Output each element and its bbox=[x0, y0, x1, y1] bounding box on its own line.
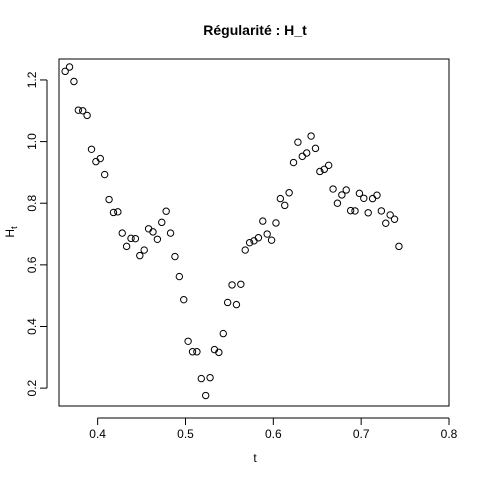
data-point bbox=[311, 144, 320, 153]
data-point bbox=[285, 189, 293, 197]
y-axis-label-subscript: t bbox=[9, 226, 19, 229]
data-point bbox=[232, 300, 241, 309]
y-axis-label-main: H bbox=[3, 229, 17, 238]
data-point bbox=[223, 298, 232, 307]
data-point bbox=[351, 207, 359, 215]
data-point bbox=[153, 235, 162, 243]
data-point bbox=[364, 209, 372, 217]
x-axis-label: t bbox=[253, 451, 257, 465]
data-points bbox=[61, 63, 403, 400]
data-point bbox=[386, 211, 394, 219]
data-point bbox=[100, 170, 109, 179]
data-point bbox=[254, 234, 263, 242]
data-point bbox=[105, 195, 113, 204]
data-point bbox=[259, 217, 267, 225]
data-point bbox=[188, 348, 197, 356]
data-point bbox=[79, 107, 87, 115]
data-point bbox=[377, 207, 386, 215]
data-point bbox=[390, 215, 399, 223]
data-point bbox=[70, 77, 78, 86]
data-point bbox=[329, 185, 337, 193]
data-point bbox=[338, 191, 346, 199]
data-point bbox=[96, 154, 104, 163]
data-point bbox=[281, 201, 289, 210]
x-tick-label: 0.5 bbox=[177, 427, 194, 441]
y-tick-label: 1.2 bbox=[25, 71, 39, 88]
data-point bbox=[180, 295, 188, 304]
data-point bbox=[61, 67, 69, 76]
data-point bbox=[131, 234, 140, 243]
data-point bbox=[109, 208, 118, 217]
y-tick-label: 0.2 bbox=[25, 379, 39, 396]
x-tick-label: 0.6 bbox=[265, 427, 282, 441]
data-point bbox=[83, 111, 91, 120]
data-point bbox=[162, 207, 170, 215]
y-axis-label: Ht bbox=[3, 226, 19, 238]
data-point bbox=[201, 391, 210, 400]
data-point bbox=[140, 246, 148, 254]
data-point bbox=[342, 186, 350, 194]
y-tick-label: 0.8 bbox=[25, 195, 39, 212]
data-point bbox=[237, 280, 245, 288]
plot-frame bbox=[58, 58, 450, 407]
data-point bbox=[276, 194, 285, 203]
data-point bbox=[65, 63, 74, 71]
data-point bbox=[114, 208, 122, 216]
data-point bbox=[316, 167, 324, 176]
data-point bbox=[320, 165, 328, 174]
data-point bbox=[263, 230, 271, 238]
data-point bbox=[171, 252, 179, 261]
data-point bbox=[149, 228, 157, 236]
data-point bbox=[267, 236, 276, 244]
data-point bbox=[346, 206, 355, 215]
data-point bbox=[289, 158, 298, 167]
data-point bbox=[324, 161, 333, 170]
data-point bbox=[333, 199, 342, 207]
data-point bbox=[74, 106, 83, 114]
data-point bbox=[241, 246, 249, 254]
data-point bbox=[158, 218, 166, 227]
data-point bbox=[118, 229, 126, 237]
data-point bbox=[193, 348, 201, 356]
data-point bbox=[175, 272, 184, 281]
data-point bbox=[122, 242, 131, 251]
data-point bbox=[127, 234, 135, 243]
chart-title: Régularité : H_t bbox=[203, 22, 307, 38]
data-point bbox=[215, 348, 223, 357]
data-point bbox=[136, 251, 144, 260]
data-point bbox=[294, 138, 302, 146]
x-axis: 0.4 0.5 0.6 0.7 0.8 bbox=[89, 417, 458, 441]
data-point bbox=[272, 219, 280, 227]
data-point bbox=[219, 329, 227, 338]
data-point bbox=[373, 191, 381, 199]
data-point bbox=[166, 229, 175, 237]
data-point bbox=[87, 145, 96, 153]
data-point bbox=[360, 194, 368, 202]
data-point bbox=[228, 281, 236, 289]
data-point bbox=[184, 337, 192, 345]
data-point bbox=[355, 189, 364, 198]
data-point bbox=[245, 238, 254, 247]
data-point bbox=[206, 373, 214, 382]
y-axis: 0.2 0.4 0.6 0.8 1.0 1.2 bbox=[25, 71, 48, 396]
y-tick-label: 1.0 bbox=[25, 133, 39, 150]
data-point bbox=[382, 219, 390, 227]
y-axis-title: Ht bbox=[3, 226, 19, 238]
x-tick-label: 0.7 bbox=[353, 427, 370, 441]
data-point bbox=[197, 374, 205, 383]
x-tick-label: 0.4 bbox=[89, 427, 106, 441]
y-tick-label: 0.6 bbox=[25, 256, 39, 273]
data-point bbox=[307, 132, 315, 140]
data-point bbox=[395, 242, 403, 251]
x-tick-label: 0.8 bbox=[441, 427, 458, 441]
data-point bbox=[303, 149, 311, 157]
y-tick-label: 0.4 bbox=[25, 318, 39, 335]
